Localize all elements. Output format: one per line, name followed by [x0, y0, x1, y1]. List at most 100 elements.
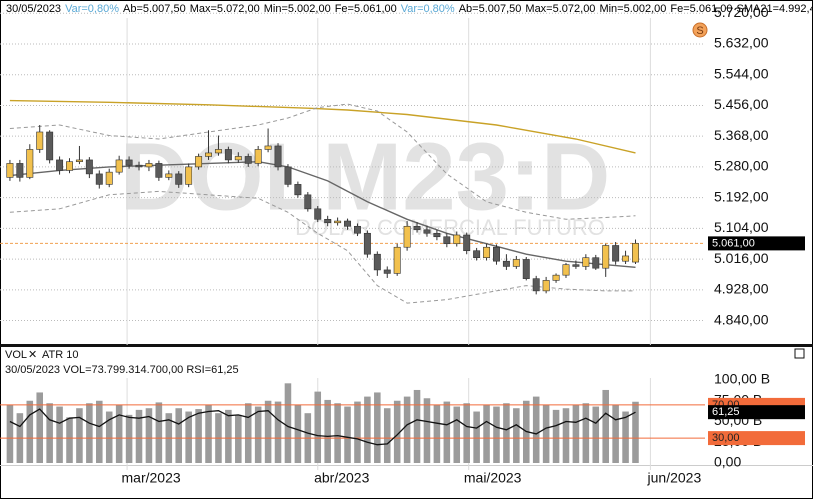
- candle-body: [304, 194, 312, 210]
- volume-bar: [314, 391, 322, 463]
- overlay-line: [9, 103, 636, 220]
- candle-body: [234, 156, 242, 161]
- candle-body: [622, 255, 630, 262]
- candle-body: [6, 163, 14, 178]
- candle-body: [433, 232, 441, 238]
- tab-label[interactable]: ATR 10: [42, 349, 78, 361]
- candle-body: [75, 159, 83, 162]
- candle-body: [324, 218, 332, 224]
- candle-body: [185, 166, 193, 185]
- volume-bar: [294, 404, 302, 463]
- volume-bar: [562, 408, 570, 463]
- y-tick-label: 5.192,00: [714, 188, 769, 204]
- volume-bar: [344, 406, 351, 463]
- candle-body: [36, 131, 44, 150]
- volume-bar: [46, 403, 53, 463]
- candle-body: [214, 149, 222, 154]
- volume-tick-label: 100,00 B: [714, 371, 770, 387]
- volume-bar: [393, 400, 401, 463]
- volume-bar: [493, 406, 500, 463]
- last-price-label: 5.061,00: [712, 237, 755, 249]
- y-tick-label: 4.928,00: [714, 281, 769, 297]
- candle-body: [294, 184, 302, 196]
- candle-body: [334, 220, 342, 224]
- volume-bar: [145, 408, 153, 463]
- overlay-line: [9, 160, 636, 268]
- candle-body: [105, 171, 113, 185]
- y-tick-label: 5.368,00: [714, 127, 769, 143]
- s-icon[interactable]: [692, 22, 708, 38]
- x-tick-label: jun/2023: [647, 470, 702, 486]
- volume-bar: [105, 411, 113, 463]
- header-item: 30/05/2023: [6, 3, 61, 15]
- volume-bar: [334, 403, 341, 463]
- watermark-subtitle: DOLAR COMERCIAL FUTURO: [295, 215, 605, 240]
- candle-body: [16, 163, 24, 178]
- volume-bar: [324, 399, 331, 463]
- volume-bar: [632, 401, 639, 463]
- volume-bar: [592, 406, 600, 463]
- candle-body: [582, 257, 590, 267]
- candle-body: [413, 225, 421, 231]
- volume-bar: [413, 389, 421, 463]
- volume-bar: [66, 417, 73, 463]
- volume-bar: [274, 401, 282, 463]
- volume-bar: [254, 406, 262, 463]
- candle-body: [602, 245, 610, 269]
- candle-body: [552, 274, 560, 281]
- panel-separator: [0, 344, 813, 347]
- candle-body: [224, 149, 232, 161]
- volume-bar: [36, 392, 43, 463]
- volume-bar: [513, 408, 520, 463]
- y-tick-label: 5.720,00: [714, 4, 769, 20]
- volume-bar: [244, 403, 252, 463]
- time-axis-line: [0, 465, 813, 466]
- candle-body: [274, 145, 282, 168]
- candle-body: [115, 159, 123, 173]
- candle-body: [175, 173, 183, 185]
- x-tick-label: abr/2023: [314, 470, 369, 486]
- candle-body: [453, 234, 461, 245]
- volume-bar: [225, 409, 232, 463]
- volume-bar: [602, 389, 609, 463]
- candle-body: [423, 229, 431, 234]
- volume-bar: [26, 400, 34, 463]
- candle-body: [165, 173, 173, 178]
- panel-info: 30/05/2023 VOL=73.799.314.700,00 RSI=61,…: [5, 364, 239, 376]
- volume-bar: [76, 408, 83, 463]
- y-tick-label: 5.632,00: [714, 35, 769, 51]
- volume-bar: [155, 402, 163, 463]
- header-item: Var=0,80%: [65, 3, 119, 15]
- tab-label[interactable]: VOL: [5, 349, 27, 361]
- candle-body: [46, 131, 54, 161]
- candle-body: [512, 259, 520, 267]
- watermark: DOLM23:D: [120, 123, 611, 230]
- candle-body: [264, 145, 272, 150]
- volume-bar: [195, 409, 202, 463]
- volume-bar: [483, 404, 490, 463]
- header-item: Fe=5.061,00: [670, 3, 732, 15]
- header-item: Min=5.002,00: [264, 3, 331, 15]
- candle-body: [612, 245, 620, 262]
- candle-body: [632, 243, 639, 263]
- candle-body: [95, 173, 103, 185]
- volume-bar: [6, 404, 14, 463]
- candle-body: [66, 161, 73, 171]
- volume-bar: [56, 406, 63, 463]
- candle-body: [542, 280, 550, 292]
- candle-body: [522, 259, 530, 279]
- volume-bar: [532, 396, 540, 463]
- volume-bar: [612, 404, 619, 463]
- candle-body: [393, 246, 401, 274]
- candle-body: [26, 149, 34, 178]
- x-tick-label: mai/2023: [464, 470, 522, 486]
- y-tick-label: 4.840,00: [714, 311, 769, 327]
- volume-bar: [403, 396, 411, 463]
- volume-bar: [453, 406, 461, 463]
- volume-bar: [284, 383, 292, 463]
- candle-body: [145, 163, 153, 168]
- volume-bar: [503, 403, 510, 463]
- volume-bar: [473, 411, 480, 463]
- candle-body: [244, 156, 252, 164]
- panel-button[interactable]: [794, 348, 805, 359]
